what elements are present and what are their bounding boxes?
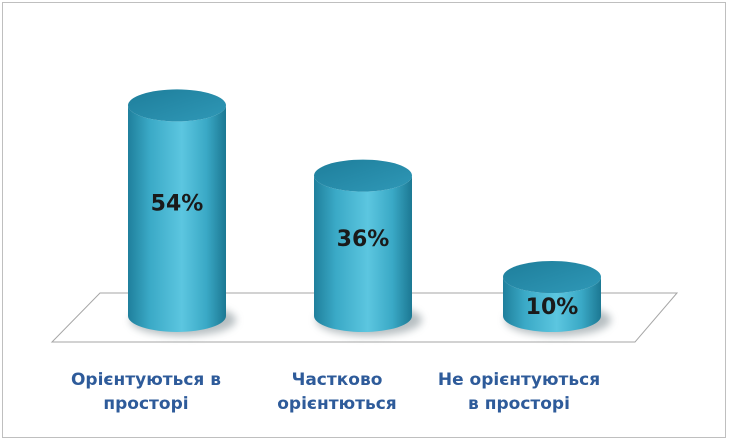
category-label-2: Частково орієнтються: [277, 370, 397, 414]
bar-3-body: [503, 277, 601, 332]
bar-3-top: [503, 261, 601, 293]
bar-2-body: [314, 175, 412, 332]
bar-1: 54%: [128, 89, 236, 336]
bar-2-value-label: 36%: [337, 227, 390, 252]
bar-1-value-label: 54%: [151, 192, 204, 217]
category-label-1: Орієнтуються в просторі: [70, 370, 221, 414]
bar-1-top: [128, 89, 226, 122]
bar-2-top: [314, 159, 412, 192]
category-label-3: Не орієнтуються в просторі: [437, 370, 601, 414]
bar-1-body: [128, 105, 226, 332]
bar-group: 54% 36% 10%: [128, 89, 611, 336]
bar-2: 36%: [314, 159, 422, 336]
bar-3-value-label: 10%: [526, 295, 579, 320]
bar-3: 10%: [503, 261, 611, 336]
